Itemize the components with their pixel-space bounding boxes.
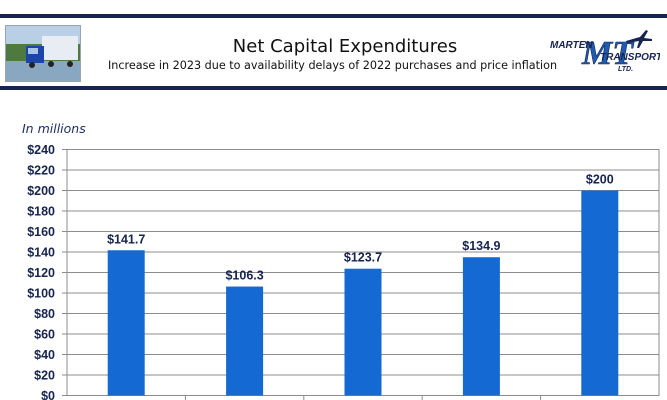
y-tick-label: $60 bbox=[34, 328, 55, 342]
company-logo: MT MARTEN TRANSPORT LTD. bbox=[548, 26, 663, 76]
logo-line-1: MARTEN bbox=[550, 40, 593, 51]
truck-photo bbox=[5, 25, 81, 82]
y-axis-ticks: $0 $20 $40 $60 $80 $100 $120 $140 $160 $180 $200 $2… bbox=[27, 143, 542, 400]
bar bbox=[462, 257, 500, 396]
y-tick-label: $140 bbox=[27, 246, 55, 260]
page-title: Net Capital Expenditures bbox=[232, 36, 458, 57]
bar-chart: $0 $20 $40 $60 $80 $100 $120 $140 $160 $180 $200 $2… bbox=[27, 143, 660, 400]
y-tick-label: $80 bbox=[34, 307, 55, 321]
data-labels: $141.7 $106.3 $123.7 $134.9 $200 bbox=[107, 173, 614, 283]
bar-value-label: $200 bbox=[586, 173, 614, 187]
y-unit-label: In millions bbox=[22, 121, 86, 136]
logo-monogram: MT bbox=[581, 35, 634, 72]
bar bbox=[226, 286, 264, 396]
y-tick-label: $40 bbox=[34, 348, 55, 362]
bar-value-label: $134.9 bbox=[462, 239, 500, 253]
y-tick-label: $100 bbox=[27, 287, 55, 301]
bar-value-label: $141.7 bbox=[107, 232, 145, 246]
logo-line-3: LTD. bbox=[618, 66, 633, 73]
y-tick-label: $160 bbox=[27, 225, 55, 239]
bar bbox=[581, 190, 619, 396]
bar-value-label: $123.7 bbox=[344, 251, 382, 265]
logo-line-2: TRANSPORT bbox=[600, 52, 660, 63]
bars bbox=[107, 190, 619, 396]
y-tick-label: $20 bbox=[34, 369, 55, 383]
y-tick-label: $200 bbox=[27, 184, 55, 198]
y-tick-label: $220 bbox=[27, 164, 55, 178]
bar bbox=[344, 268, 382, 396]
header-bottom-rule bbox=[0, 86, 667, 90]
bar bbox=[107, 250, 145, 396]
bar-value-label: $106.3 bbox=[225, 269, 263, 283]
header-top-rule bbox=[0, 14, 667, 18]
y-tick-label: $180 bbox=[27, 205, 55, 219]
y-tick-label: $240 bbox=[27, 143, 55, 157]
page-subtitle: Increase in 2023 due to availability del… bbox=[107, 59, 558, 72]
airplane-icon bbox=[626, 30, 652, 48]
y-tick-label: $0 bbox=[41, 389, 55, 400]
y-tick-label: $120 bbox=[27, 266, 55, 280]
